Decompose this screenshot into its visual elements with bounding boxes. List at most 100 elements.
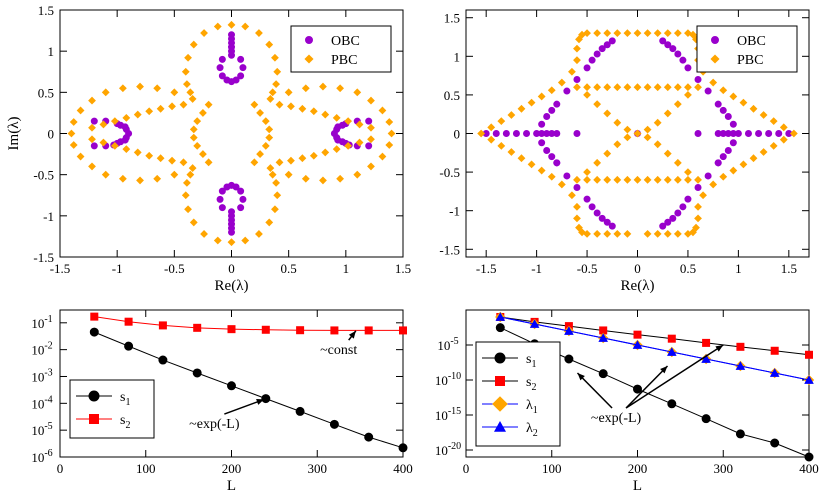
legend-box xyxy=(69,379,155,439)
chart-bottom-right: 0 100 200 300 400 10-20 10-15 10-10 10-5 Ls1 s2 λ1 λ… xyxy=(435,309,819,494)
legend-marker xyxy=(305,36,313,44)
annotation-text: ~exp(-L) xyxy=(591,411,642,426)
chart-bottom-left: 0 100 200 300 400 10-6 10-5 10-4 10-3 10-2 10-1 Ls1… xyxy=(31,309,413,494)
data-point xyxy=(538,120,546,128)
data-point xyxy=(88,96,96,105)
data-point xyxy=(593,29,602,38)
data-point xyxy=(261,117,270,126)
data-point xyxy=(769,368,780,377)
legend-box xyxy=(290,25,392,73)
data-point xyxy=(593,209,601,217)
data-point xyxy=(583,29,591,38)
data-point xyxy=(804,452,814,462)
data-point xyxy=(266,164,275,172)
data-point xyxy=(553,130,561,137)
data-point xyxy=(673,229,682,238)
data-point xyxy=(188,95,197,103)
chart-top-left: -1.5 -1 -0.5 0 0.5 1 1.5 -1.5 -1 -0.5 0 0.5 1 1.5 Re(λ… xyxy=(6,3,411,294)
x-tick-label: 1 xyxy=(735,261,742,276)
data-point xyxy=(296,326,305,335)
data-point xyxy=(613,29,622,38)
data-point xyxy=(694,184,702,192)
data-point xyxy=(603,149,612,158)
data-point xyxy=(193,117,202,126)
data-point xyxy=(512,130,520,137)
data-point xyxy=(385,141,394,149)
data-point xyxy=(709,78,718,87)
data-point xyxy=(659,222,667,230)
data-point xyxy=(271,53,279,62)
data-point xyxy=(575,223,583,232)
data-point xyxy=(216,64,224,72)
data-point xyxy=(168,156,176,165)
data-point xyxy=(332,145,341,154)
data-point xyxy=(88,123,96,132)
data-point xyxy=(633,330,642,339)
data-point xyxy=(674,50,682,58)
data-point xyxy=(378,152,387,161)
data-point xyxy=(593,158,602,167)
x-tick-label: 200 xyxy=(222,461,242,476)
data-point xyxy=(664,41,672,49)
data-point xyxy=(256,150,264,158)
data-point xyxy=(189,125,198,134)
data-point xyxy=(573,75,581,83)
data-point xyxy=(684,195,692,203)
data-point xyxy=(744,130,752,137)
data-point xyxy=(367,123,375,132)
data-point xyxy=(557,78,566,87)
data-point xyxy=(336,84,345,93)
data-point xyxy=(770,438,780,448)
data-point xyxy=(593,50,601,58)
data-point xyxy=(216,195,224,203)
y-tick-label: 10-15 xyxy=(435,406,461,423)
data-point xyxy=(537,166,546,175)
data-point xyxy=(90,117,98,125)
data-point xyxy=(387,129,396,138)
data-point xyxy=(598,369,608,379)
data-point xyxy=(714,100,722,108)
data-point xyxy=(507,148,516,156)
data-point xyxy=(583,91,591,99)
series-s₁ xyxy=(89,327,408,453)
legend-box xyxy=(475,341,561,447)
data-point xyxy=(329,419,339,429)
x-tick-label: -1 xyxy=(112,261,123,276)
data-point xyxy=(684,29,692,38)
legend-marker xyxy=(88,390,100,402)
data-point xyxy=(89,327,99,337)
annotation: ~exp(-L) xyxy=(576,344,724,426)
x-axis-label: Re(λ) xyxy=(621,278,655,294)
data-point xyxy=(158,321,167,330)
data-point xyxy=(298,104,307,113)
data-point xyxy=(284,170,293,179)
legend-label: OBC xyxy=(737,34,766,49)
y-tick-label: 1 xyxy=(48,44,55,59)
data-point xyxy=(213,236,222,245)
data-point xyxy=(529,319,540,328)
data-point xyxy=(659,37,667,45)
data-point xyxy=(76,152,85,161)
data-point xyxy=(99,120,108,129)
data-point xyxy=(701,414,711,424)
data-point xyxy=(598,45,606,53)
data-point xyxy=(775,130,783,137)
data-point xyxy=(749,104,758,113)
data-point xyxy=(227,238,236,247)
data-point xyxy=(271,205,279,214)
y-tick-label: 10-1 xyxy=(31,314,52,331)
data-point xyxy=(367,135,375,144)
data-point xyxy=(603,29,612,38)
data-point xyxy=(663,149,672,158)
legend-label: λ2 xyxy=(526,421,538,439)
data-point xyxy=(330,326,339,335)
data-point xyxy=(719,153,727,161)
data-point xyxy=(573,44,581,53)
data-point xyxy=(88,162,96,171)
data-point xyxy=(643,133,652,142)
data-point xyxy=(101,170,110,179)
data-point xyxy=(699,191,707,200)
data-point xyxy=(588,56,596,64)
data-point xyxy=(704,172,712,180)
data-point xyxy=(633,175,642,184)
